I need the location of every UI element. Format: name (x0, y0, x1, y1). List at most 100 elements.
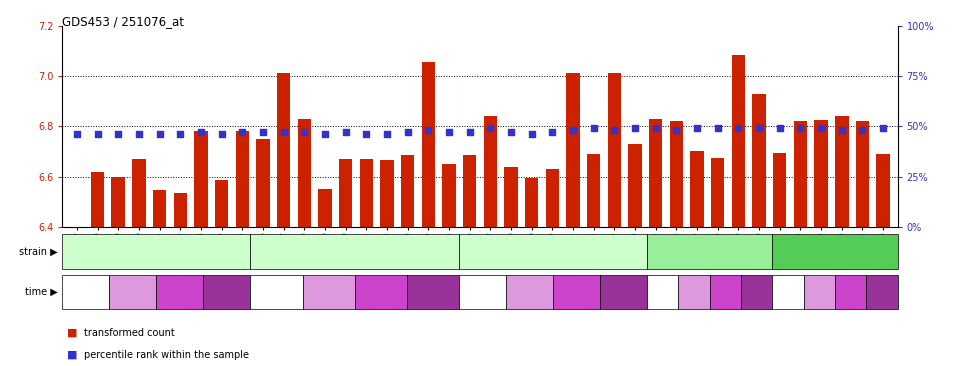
Bar (670, 121, 684, 227)
Bar (690, 152, 704, 227)
Bar (339, 159, 352, 227)
Bar (215, 180, 228, 227)
Bar (814, 120, 828, 227)
Point (110, 131, 126, 137)
Point (317, 131, 332, 137)
Text: ■: ■ (67, 350, 78, 360)
Point (420, 127, 436, 133)
Bar (504, 167, 517, 227)
Text: 7 day: 7 day (746, 287, 767, 296)
Text: ■: ■ (67, 328, 78, 338)
Bar (360, 159, 373, 227)
Bar (318, 189, 331, 227)
Point (462, 130, 477, 135)
Text: 3 day: 3 day (519, 287, 540, 296)
Point (710, 126, 726, 131)
Bar (855, 121, 869, 227)
Text: Col-0 wild type: Col-0 wild type (120, 247, 193, 257)
Point (379, 131, 395, 137)
Bar (608, 74, 621, 227)
Point (586, 126, 601, 131)
Bar (194, 131, 207, 227)
Bar (380, 160, 394, 227)
Point (503, 130, 518, 135)
Point (359, 131, 374, 137)
Text: 5 day: 5 day (371, 287, 392, 296)
Bar (629, 144, 642, 227)
Bar (401, 155, 415, 227)
Text: 7 day: 7 day (612, 287, 635, 296)
Bar (421, 62, 435, 227)
Bar (732, 55, 745, 227)
Text: 0 day: 0 day (778, 287, 799, 296)
Bar (463, 155, 476, 227)
Text: 3 day: 3 day (122, 287, 144, 296)
Bar (566, 74, 580, 227)
Text: 5 day: 5 day (565, 287, 588, 296)
Text: 5 day: 5 day (169, 287, 190, 296)
Bar (525, 178, 539, 227)
Text: 0 day: 0 day (266, 287, 287, 296)
Text: Ler wild type: Ler wild type (521, 247, 585, 257)
Bar (91, 172, 105, 227)
Point (173, 131, 188, 137)
Bar (711, 158, 725, 227)
Point (607, 127, 622, 133)
Point (69, 131, 84, 137)
Bar (111, 177, 125, 227)
Text: transformed count: transformed count (84, 328, 176, 338)
Text: ft-2: ft-2 (827, 247, 844, 257)
Point (255, 130, 271, 135)
Text: 5 day: 5 day (840, 287, 861, 296)
Point (772, 126, 787, 131)
Point (234, 130, 250, 135)
Point (628, 126, 643, 131)
Point (565, 127, 581, 133)
Bar (835, 116, 849, 227)
Text: 7 day: 7 day (216, 287, 237, 296)
Point (90, 131, 106, 137)
Text: 0 day: 0 day (75, 287, 97, 296)
Point (483, 126, 498, 131)
Text: 0 day: 0 day (652, 287, 673, 296)
Point (132, 131, 147, 137)
Bar (753, 94, 766, 227)
Text: lfy-12: lfy-12 (341, 247, 369, 257)
Bar (649, 119, 662, 227)
Point (297, 130, 312, 135)
Text: co-2: co-2 (699, 247, 720, 257)
Text: 7 day: 7 day (872, 287, 893, 296)
Bar (484, 116, 497, 227)
Point (813, 126, 828, 131)
Point (544, 130, 560, 135)
Point (731, 126, 746, 131)
Point (876, 126, 891, 131)
Bar (256, 139, 270, 227)
Point (793, 126, 808, 131)
Point (524, 131, 540, 137)
Text: percentile rank within the sample: percentile rank within the sample (84, 350, 250, 360)
Text: 3 day: 3 day (684, 287, 705, 296)
Point (854, 127, 870, 133)
Bar (276, 74, 290, 227)
Point (689, 126, 705, 131)
Point (648, 126, 663, 131)
Bar (235, 131, 249, 227)
Bar (876, 154, 890, 227)
Point (400, 130, 416, 135)
Bar (132, 159, 146, 227)
Point (193, 130, 208, 135)
Bar (174, 193, 187, 227)
Point (752, 126, 767, 131)
Bar (794, 121, 807, 227)
Text: 5 day: 5 day (714, 287, 736, 296)
Bar (545, 169, 559, 227)
Point (152, 131, 167, 137)
Text: 3 day: 3 day (318, 287, 339, 296)
Point (442, 130, 457, 135)
Point (834, 127, 850, 133)
Bar (587, 154, 600, 227)
Point (214, 131, 229, 137)
Point (276, 130, 291, 135)
Text: 0 day: 0 day (472, 287, 493, 296)
